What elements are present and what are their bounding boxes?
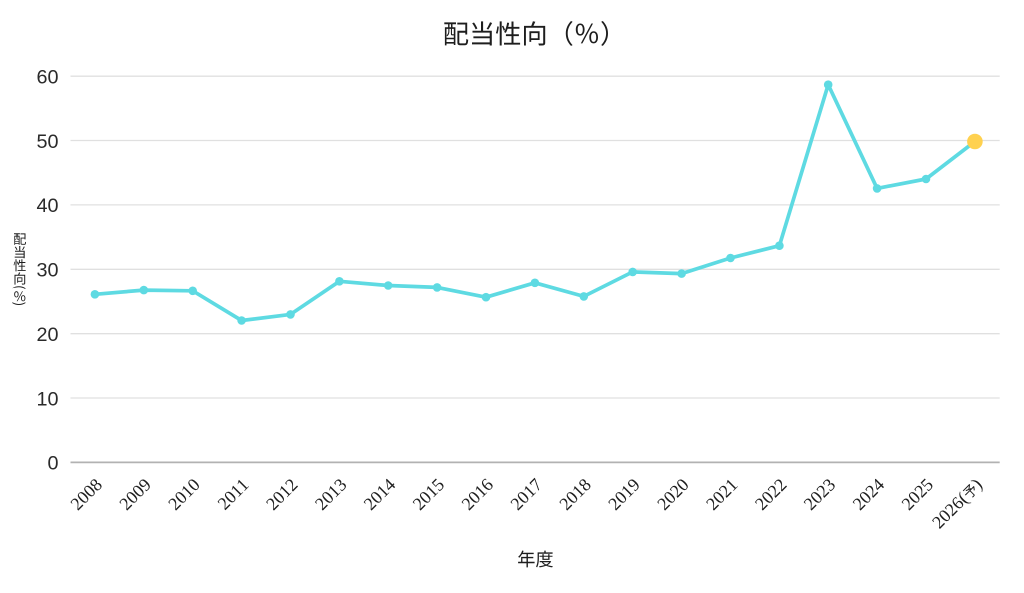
svg-text:50: 50 bbox=[36, 131, 58, 153]
svg-text:10: 10 bbox=[36, 388, 58, 410]
svg-text:20: 20 bbox=[36, 324, 58, 346]
svg-text:60: 60 bbox=[36, 67, 58, 89]
svg-text:40: 40 bbox=[36, 195, 58, 217]
svg-text:30: 30 bbox=[36, 260, 58, 282]
svg-text:0: 0 bbox=[47, 453, 58, 475]
